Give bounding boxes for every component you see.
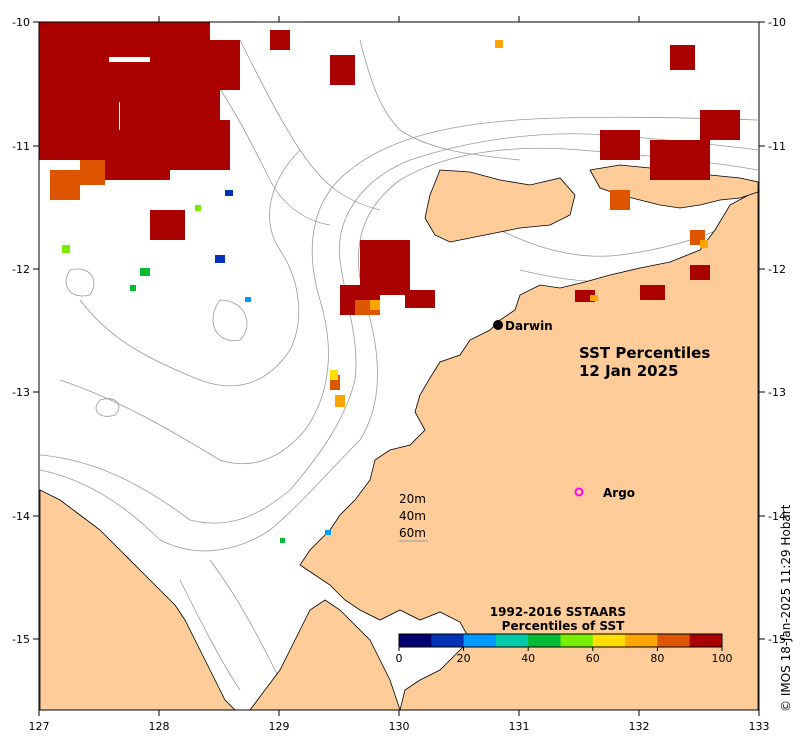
colorbar-frame [398, 633, 723, 648]
colorbar-swatch [657, 634, 691, 647]
y-tick-label: -15 [12, 633, 30, 646]
map-title: SST Percentiles 12 Jan 2025 [579, 344, 710, 380]
contour-20m [39, 147, 759, 552]
x-tick-label: 130 [389, 720, 410, 733]
darwin-label: Darwin [505, 319, 553, 333]
contour-bank-3 [212, 299, 248, 342]
land-tiwi-islands [424, 169, 576, 243]
y-tick-label-right: -14 [768, 510, 786, 523]
depth-label-40m: 40m [399, 509, 426, 523]
sst-orange-region [335, 40, 708, 407]
colorbar-swatch [399, 634, 432, 647]
contour-gulf [179, 559, 281, 691]
colorbar-ticks: 0 20 40 60 80 100 [396, 647, 733, 665]
colorbar-tick-label: 100 [712, 652, 733, 665]
colorbar-tick-label: 40 [521, 652, 535, 665]
contour-northern-1 [239, 39, 381, 211]
colorbar-tick-label: 0 [396, 652, 403, 665]
y-tick-label: -13 [12, 386, 30, 399]
depth-label-20m: 20m [399, 492, 426, 506]
x-tick-label: 133 [749, 720, 770, 733]
colorbar-swatch [495, 634, 529, 647]
sst-warm-region [50, 160, 705, 390]
darwin-marker: Darwin [493, 319, 553, 333]
colorbar-swatch [625, 634, 658, 647]
land [39, 164, 759, 711]
y-tick-label-right: -15 [768, 633, 786, 646]
contour-bank-1 [95, 398, 120, 417]
y-tick-label-right: -11 [768, 140, 786, 153]
colorbar-swatch [463, 634, 497, 647]
sst-hot-region-northwest [39, 22, 740, 315]
y-tick-label: -10 [12, 16, 30, 29]
land-northern-territory [299, 189, 759, 711]
credit-text: © IMOS 18-Jan-2025 11:29 Hobart [779, 504, 793, 712]
y-tick-label: -12 [12, 263, 30, 276]
contour-shelf-outer [79, 149, 301, 387]
y-axis [33, 21, 765, 640]
map-title-line-1: SST Percentiles [579, 344, 710, 362]
y-tick-label-right: -10 [768, 16, 786, 29]
argo-circle [574, 487, 584, 497]
y-tick-label-right: -12 [768, 263, 786, 276]
y-tick-label-right: -13 [768, 386, 786, 399]
colorbar-title-line-2: Percentiles of SST [502, 619, 625, 633]
colorbar-tick-label: 20 [457, 652, 471, 665]
y-tick-label: -14 [12, 510, 30, 523]
colorbar: 1992-2016 SSTAARS Percentiles of SST 0 20… [396, 605, 733, 665]
colorbar-title-line-1: 1992-2016 SSTAARS [490, 605, 626, 619]
x-tick-label: 132 [629, 720, 650, 733]
x-tick-label: 127 [29, 720, 50, 733]
map-title-line-2: 12 Jan 2025 [579, 362, 678, 380]
x-tick-labels: 127 128 129 130 131 132 133 [29, 720, 770, 733]
depth-legend: 20m 40m 60m [399, 492, 428, 542]
argo-label: Argo [603, 486, 635, 500]
land-west-kimberley [39, 489, 236, 711]
land-gulf-east [249, 599, 401, 711]
colorbar-swatch [592, 634, 626, 647]
colorbar-swatch [528, 634, 561, 647]
argo-marker: Argo [574, 486, 635, 500]
contour-northern-3 [359, 39, 521, 161]
colorbar-swatches [399, 634, 723, 647]
depth-label-60m: 60m [399, 526, 426, 540]
contour-60m [59, 116, 759, 465]
x-tick-label: 129 [269, 720, 290, 733]
y-tick-label: -11 [12, 140, 30, 153]
x-tick-label: 128 [149, 720, 170, 733]
colorbar-tick-label: 60 [586, 652, 600, 665]
colorbar-swatch [431, 634, 465, 647]
plot-area [38, 21, 760, 711]
x-axis [38, 16, 760, 716]
colorbar-tick-label: 80 [650, 652, 664, 665]
contour-northern-2 [199, 59, 331, 226]
colorbar-swatch [689, 634, 723, 647]
sst-green-yellow-pixels [62, 205, 338, 543]
sst-blue-pixels [215, 190, 331, 535]
darwin-dot [493, 320, 503, 330]
y-tick-labels: -10 -11 -12 -13 -14 -15 -10 -11 -12 -13 … [12, 16, 786, 646]
colorbar-swatch [560, 634, 594, 647]
x-tick-label: 131 [509, 720, 530, 733]
sst-percentile-pixels [39, 22, 740, 543]
